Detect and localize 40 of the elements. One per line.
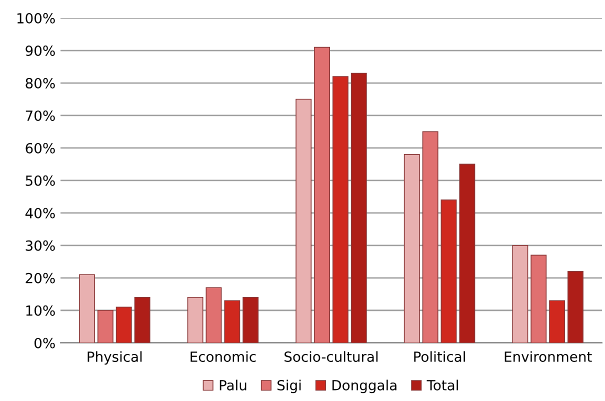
legend-label: Palu xyxy=(220,380,246,390)
bar xyxy=(459,164,476,343)
y-tick-label: 100% xyxy=(17,13,55,24)
y-tick-label: 10% xyxy=(26,305,55,316)
bar xyxy=(97,310,114,343)
bar xyxy=(296,98,312,343)
bar xyxy=(332,76,348,343)
x-tick-label: Political xyxy=(414,351,465,362)
x-tick-label: Socio-cultural xyxy=(284,351,378,362)
bar xyxy=(187,296,204,343)
bar xyxy=(206,287,222,343)
bar xyxy=(422,131,438,343)
bar xyxy=(512,244,528,343)
legend-label: Donggala xyxy=(332,380,396,394)
y-tick-label: 0% xyxy=(34,338,55,348)
bar xyxy=(549,300,566,343)
bar xyxy=(350,72,367,343)
bar xyxy=(116,306,132,343)
y-tick-label: 70% xyxy=(26,110,55,121)
bar xyxy=(404,154,420,343)
bar xyxy=(242,296,259,343)
y-tick-label: 40% xyxy=(25,208,55,218)
legend-label: Total xyxy=(426,380,458,390)
x-tick-label: Environment xyxy=(504,351,592,362)
y-tick-label: 80% xyxy=(26,78,55,88)
x-tick-label: Economic xyxy=(190,351,256,362)
x-tick-label: Physical xyxy=(88,351,142,365)
bar xyxy=(440,200,457,343)
y-tick-label: 30% xyxy=(26,240,55,251)
y-tick-label: 90% xyxy=(26,45,55,56)
bar xyxy=(568,270,584,343)
bar xyxy=(530,254,547,343)
y-tick-label: 20% xyxy=(26,272,55,284)
bar xyxy=(224,300,240,343)
bar xyxy=(314,46,330,343)
y-tick-label: 50% xyxy=(26,175,55,186)
y-tick-label: 60% xyxy=(26,142,55,154)
legend-label: Sigi xyxy=(278,380,301,394)
bar xyxy=(134,296,150,343)
bar xyxy=(79,274,95,343)
